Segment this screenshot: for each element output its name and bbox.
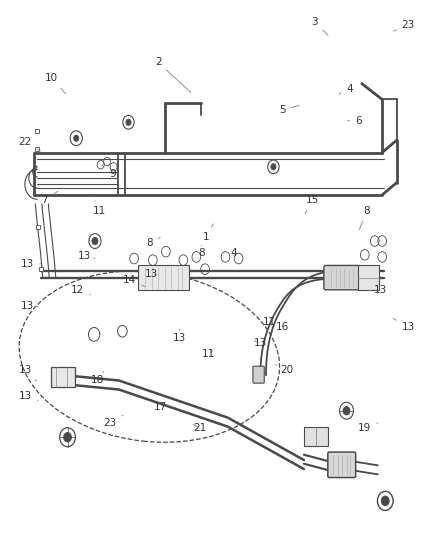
Text: 3: 3 [311,17,328,35]
Text: 13: 13 [393,318,415,333]
Text: 12: 12 [71,285,90,295]
Bar [358,265,379,290]
Text: 20: 20 [276,365,293,375]
Text: 13: 13 [19,391,38,401]
Text: 22: 22 [19,137,40,151]
Text: 11: 11 [262,317,276,327]
Text: 10: 10 [45,73,66,94]
Text: 1: 1 [203,224,213,243]
Text: 14: 14 [123,274,145,287]
Text: 17: 17 [154,397,167,412]
Text: 16: 16 [269,317,289,333]
Circle shape [271,164,276,170]
FancyBboxPatch shape [253,366,264,383]
Text: 23: 23 [393,20,415,31]
Text: 6: 6 [347,116,362,126]
Text: 21: 21 [193,423,206,433]
Text: 13: 13 [21,301,39,311]
Text: 13: 13 [145,270,158,279]
Circle shape [381,496,389,506]
Text: 8: 8 [146,237,160,248]
Text: 23: 23 [103,415,123,428]
Text: 4: 4 [231,248,237,259]
Text: 18: 18 [91,372,104,385]
Text: 13: 13 [19,365,36,381]
Text: 13: 13 [78,251,95,261]
Text: 11: 11 [93,200,106,216]
Text: 2: 2 [155,58,191,92]
Circle shape [126,119,131,125]
Text: 15: 15 [305,195,319,214]
Text: 7: 7 [42,191,58,205]
FancyBboxPatch shape [328,452,356,478]
Bar [51,367,75,387]
Text: 9: 9 [102,165,116,179]
Circle shape [92,237,98,245]
Circle shape [64,432,71,442]
Text: 13: 13 [21,259,41,269]
Bar [304,427,328,446]
Text: 4: 4 [339,84,353,94]
Text: 13: 13 [173,329,187,343]
Bar [138,265,188,290]
Text: 19: 19 [358,423,378,433]
FancyBboxPatch shape [324,265,360,290]
Text: 8: 8 [198,245,205,259]
Circle shape [74,135,79,141]
Text: 13: 13 [254,338,267,349]
Circle shape [343,407,350,415]
Text: 11: 11 [201,349,215,359]
Text: 8: 8 [359,206,370,230]
Text: 5: 5 [279,105,299,115]
Text: 13: 13 [369,285,387,295]
